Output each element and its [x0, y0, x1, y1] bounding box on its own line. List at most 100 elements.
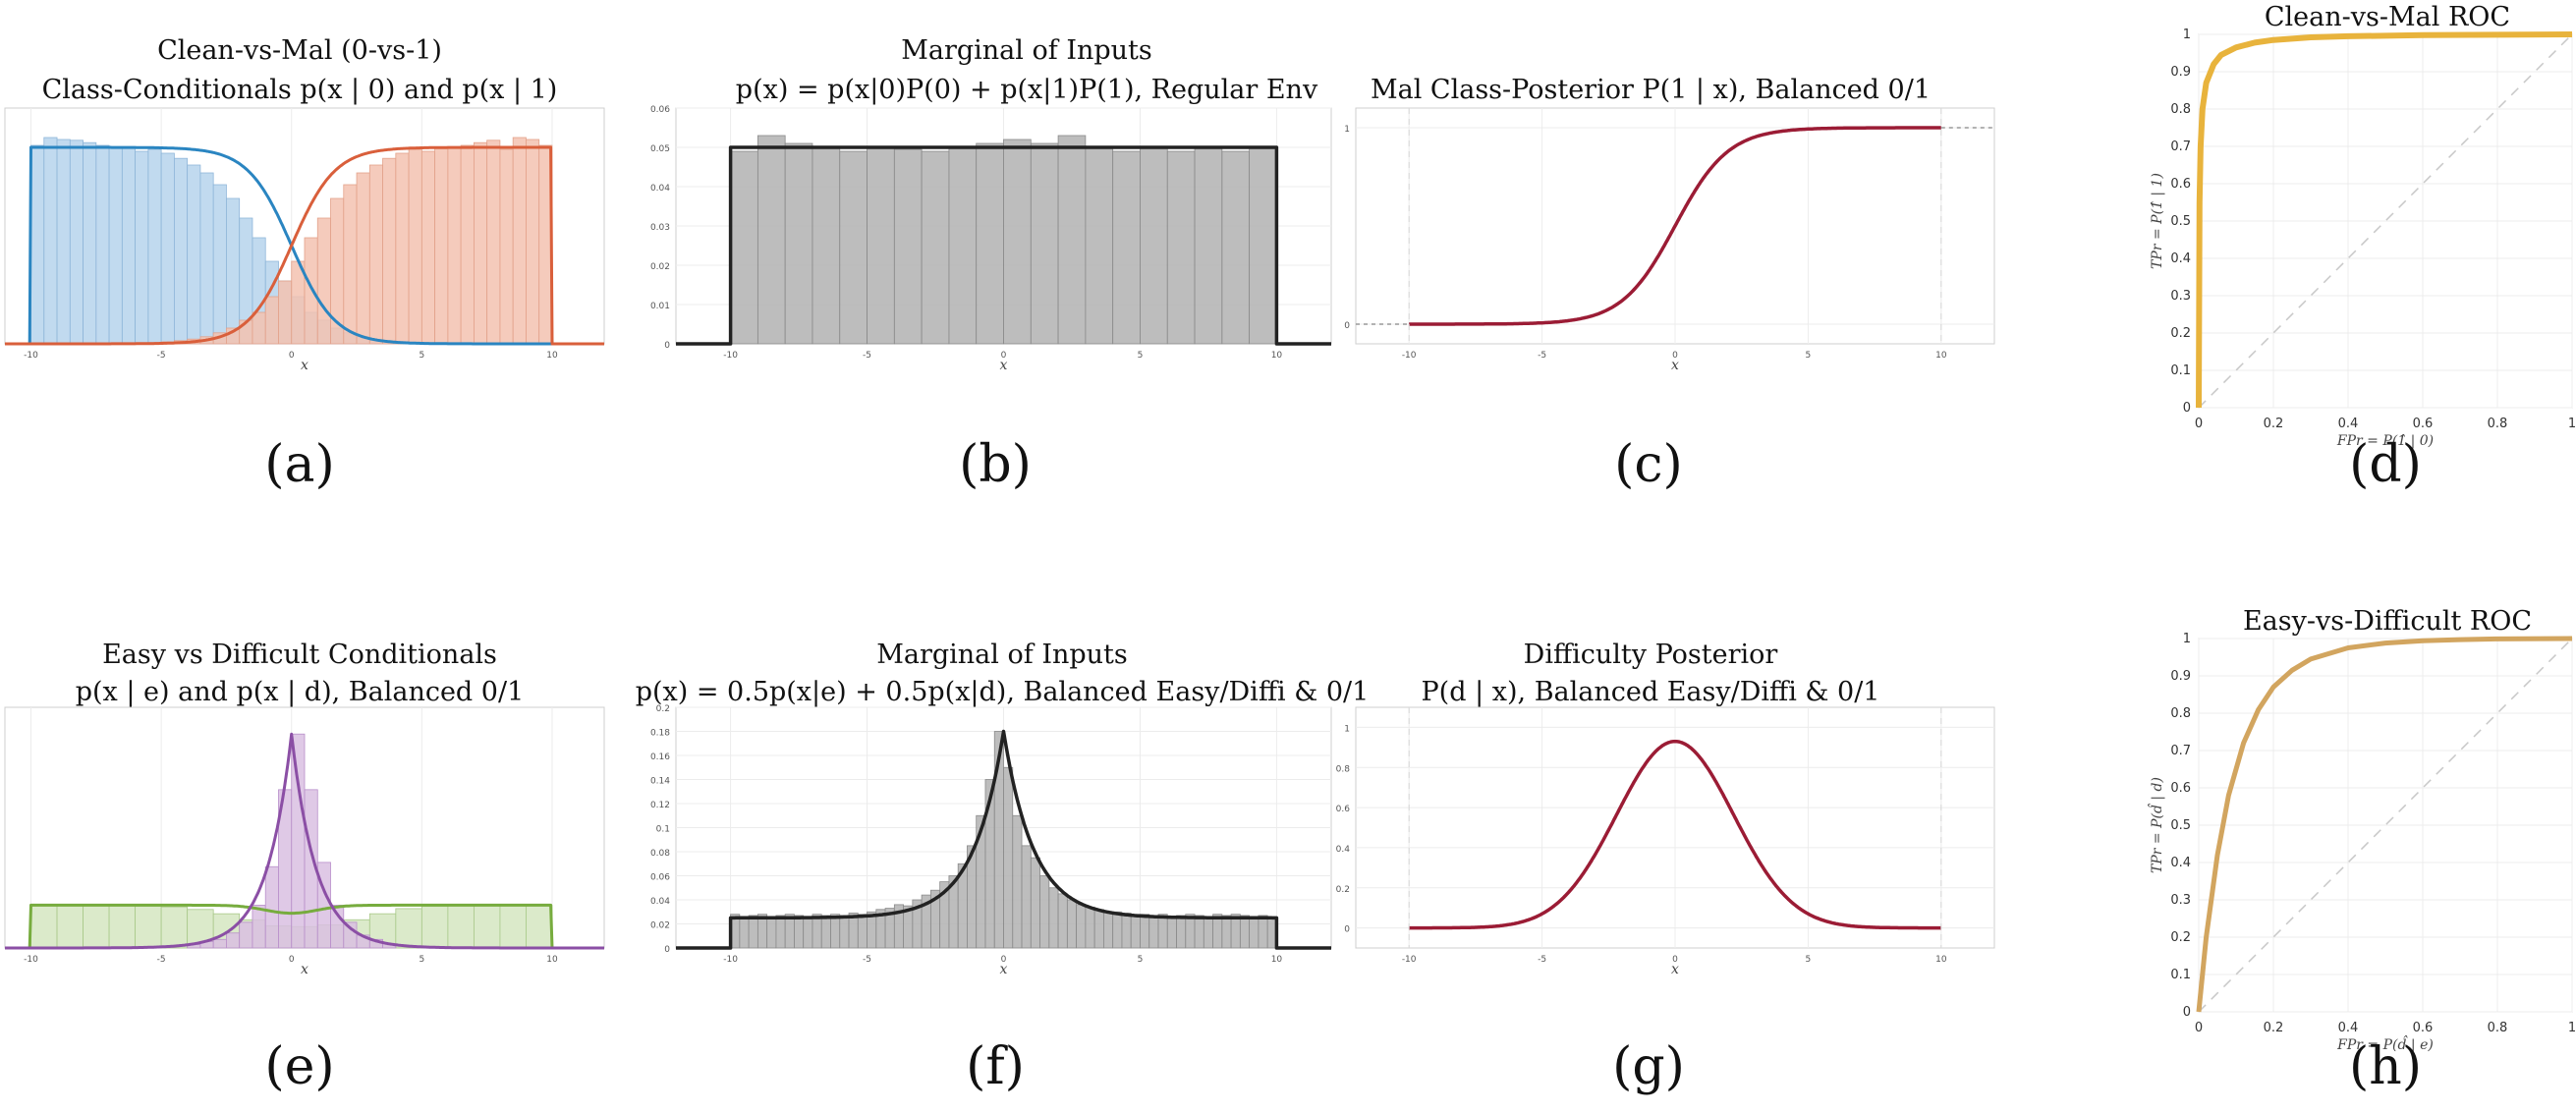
x-tick-label: 0.2	[2264, 1021, 2284, 1035]
bar-class-1	[291, 260, 306, 345]
histogram-bar	[1221, 150, 1251, 345]
histogram-bar	[1039, 875, 1050, 949]
x-tick-label: -5	[863, 351, 871, 361]
panel-caption: (e)	[264, 1037, 334, 1096]
x-tick-label: -5	[1538, 955, 1546, 965]
y-tick-label: 0.02	[650, 262, 670, 272]
bar-easy	[56, 905, 84, 949]
bar-class-0	[95, 144, 110, 345]
y-tick-label: 0	[2183, 401, 2191, 416]
bar-class-0	[83, 141, 97, 345]
bar-easy	[499, 905, 527, 949]
density-class-1	[4, 145, 605, 346]
bar-class-0	[121, 146, 137, 345]
chart-g: -10 -5 0 5 10 0 0.2 0.4 0.6 0.8 1 x Difficulty Poste…	[1336, 640, 1995, 1096]
panel-caption: (c)	[1614, 435, 1683, 494]
chart-a: -10 -5 0 5 10 x Clean-vs-Mal (0-vs-1) Class-Con…	[4, 35, 605, 494]
chart-e: -10 -5 0 5 10 x Easy vs Difficult Conditionals…	[4, 640, 605, 1096]
chart-title: Difficulty Posterior	[1524, 640, 1778, 670]
x-tick-label: 5	[419, 351, 424, 361]
x-tick-label: 10	[1271, 955, 1283, 965]
x-tick-label: -5	[1538, 351, 1546, 361]
y-tick-label: 0.1	[2170, 968, 2191, 982]
bar-difficult	[252, 905, 266, 949]
histogram-bar	[1085, 906, 1095, 949]
panel-caption: (h)	[2349, 1037, 2422, 1096]
y-tick-label: 0.6	[2170, 781, 2191, 796]
x-tick-label: 0.2	[2264, 417, 2284, 431]
chart-title: P(d | x), Balanced Easy/Diffi & 0/1	[1422, 677, 1880, 707]
x-tick-label: -10	[1402, 351, 1417, 361]
x-tick-label: 10	[1935, 955, 1947, 965]
bar-easy	[447, 905, 475, 949]
y-tick-label: 0.02	[650, 921, 670, 931]
histogram-bar	[921, 150, 950, 345]
bar-class-1	[512, 137, 527, 345]
chart-title: p(x) = p(x|0)P(0) + p(x|1)P(1), Regular …	[736, 75, 1318, 105]
y-tick-label: 0.9	[2170, 669, 2191, 684]
y-tick-label: 0	[664, 341, 670, 351]
bar-class-1	[316, 217, 331, 345]
bar-easy	[473, 905, 501, 949]
bar-class-0	[173, 157, 189, 345]
y-tick-label: 0	[1344, 321, 1350, 331]
x-tick-label: 1	[2568, 1021, 2576, 1035]
chart-h: 0 0.2 0.4 0.6 0.8 1 0 0.1 0.2 0.3 0.4 0.5 0.6 0.7 0.8 0…	[2147, 606, 2576, 1096]
y-tick-label: 0.8	[2170, 102, 2191, 117]
chart-title: Easy-vs-Difficult ROC	[2243, 606, 2532, 637]
bar-class-1	[356, 172, 370, 345]
bar-class-0	[187, 164, 201, 345]
x-tick-label: 10	[1271, 351, 1283, 361]
bar-easy	[83, 905, 110, 949]
histogram-bar	[1140, 914, 1150, 949]
bar-easy	[420, 905, 449, 949]
x-tick-label: -10	[24, 351, 38, 361]
panel-caption: (f)	[966, 1037, 1025, 1096]
y-tick-label: 0.04	[650, 184, 670, 194]
y-tick-label: 1	[2183, 28, 2191, 42]
histogram-bar	[1076, 904, 1087, 949]
y-tick-label: 0.06	[650, 105, 670, 115]
panel-caption: (a)	[264, 435, 335, 494]
y-tick-label: 0.18	[650, 729, 670, 739]
x-tick-label: -10	[723, 351, 738, 361]
histogram-bar	[1166, 150, 1196, 345]
histogram-bar	[812, 146, 841, 345]
y-tick-label: 0.08	[650, 849, 670, 859]
histogram-bar	[1093, 909, 1104, 949]
y-tick-label: 0.1	[656, 825, 670, 835]
bar-class-0	[199, 172, 214, 345]
histogram-bar	[1185, 914, 1196, 949]
y-tick-label: 1	[2183, 632, 2191, 646]
histogram-bar	[1258, 915, 1268, 949]
chart-title: Marginal of Inputs	[876, 640, 1128, 670]
x-axis-label: x	[1671, 358, 1679, 373]
density-difficult	[4, 732, 605, 950]
y-tick-label: 0.2	[2170, 930, 2191, 945]
histogram-bar	[1030, 857, 1040, 949]
chart-b: -10 -5 0 5 10 0 0.01 0.02 0.03 0.04 0.05 0.06 x Margi…	[650, 35, 1332, 494]
histogram-bar	[1021, 845, 1032, 949]
roc-curve	[2196, 31, 2573, 409]
histogram-bar	[1194, 915, 1204, 949]
histogram-bar	[1176, 915, 1187, 949]
marginal-density	[676, 729, 1331, 950]
posterior-curve	[1408, 739, 1942, 930]
x-tick-label: 5	[1138, 351, 1144, 361]
histogram-bar	[1085, 146, 1114, 345]
x-tick-label: -10	[24, 955, 38, 965]
histogram-bar	[1221, 915, 1232, 949]
x-axis-label: x	[1000, 358, 1008, 373]
x-tick-label: 10	[546, 955, 558, 965]
bar-difficult	[291, 733, 306, 949]
histogram-bar	[839, 150, 868, 345]
histogram-bar	[839, 915, 850, 949]
x-tick-label: -5	[157, 955, 166, 965]
y-tick-label: 0.04	[650, 897, 670, 907]
histogram-bar	[1130, 914, 1141, 949]
bar-class-0	[43, 137, 58, 345]
y-tick-label: 0.4	[2170, 856, 2191, 870]
x-tick-label: 0	[2195, 417, 2203, 431]
x-tick-label: 5	[1806, 955, 1812, 965]
